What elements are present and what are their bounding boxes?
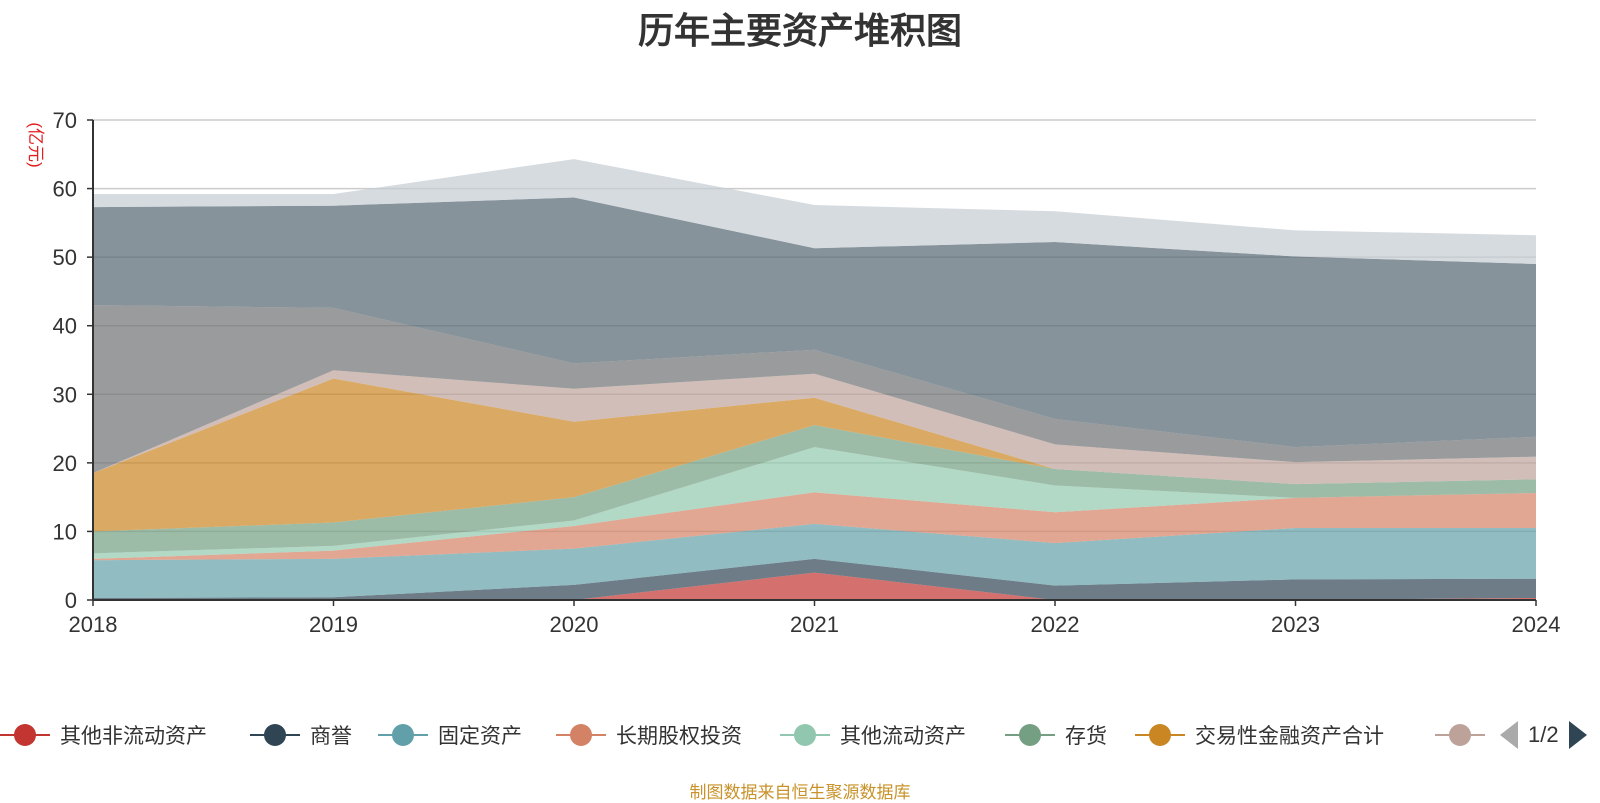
legend-pager: 1/2 — [1500, 715, 1587, 755]
legend-marker-dot — [1149, 724, 1171, 746]
legend-item-6[interactable]: 存货 — [1005, 715, 1107, 755]
stacked-areas — [93, 159, 1536, 600]
legend-page-indicator: 1/2 — [1528, 722, 1559, 747]
y-axis-unit-label: (亿元) — [26, 122, 45, 167]
area-series-8 — [93, 370, 1536, 485]
x-tick-label: 2019 — [309, 612, 358, 637]
area-series-3 — [93, 523, 1536, 598]
x-tick-label: 2024 — [1512, 612, 1561, 637]
legend-item-4[interactable]: 长期股权投资 — [556, 715, 742, 755]
legend-item-2[interactable]: 商誉 — [250, 715, 352, 755]
legend-marker-dot — [1449, 724, 1471, 746]
area-series-7 — [93, 378, 1536, 532]
legend-marker-dot — [794, 724, 816, 746]
legend-marker-icon — [250, 723, 300, 747]
legend-item-3[interactable]: 固定资产 — [378, 715, 522, 755]
area-series-5 — [93, 447, 1536, 559]
y-tick-label: 20 — [53, 451, 77, 476]
area-series-9 — [93, 305, 1536, 474]
legend-marker-dot — [14, 724, 36, 746]
x-tick-label: 2020 — [550, 612, 599, 637]
x-tick-label: 2022 — [1031, 612, 1080, 637]
legend-prev-page-icon[interactable] — [1500, 721, 1518, 749]
legend-marker-icon — [556, 723, 606, 747]
legend-label: 长期股权投资 — [616, 725, 742, 748]
y-tick-label: 0 — [65, 588, 77, 613]
x-tick-label: 2023 — [1271, 612, 1320, 637]
legend-next-page-icon[interactable] — [1568, 721, 1587, 749]
legend-marker-icon — [378, 723, 428, 747]
legend-marker-dot — [1019, 724, 1041, 746]
area-series-1 — [93, 572, 1536, 600]
legend-item-8[interactable] — [1435, 715, 1485, 755]
legend-label: 其他非流动资产 — [60, 725, 207, 748]
y-tick-label: 70 — [53, 108, 77, 133]
legend-label: 交易性金融资产合计 — [1195, 725, 1384, 748]
y-tick-label: 30 — [53, 382, 77, 407]
legend: 其他非流动资产 商誉 固定资产 长期股权投资 其他流动资产 存货 交易性金融资产合计 — [0, 715, 1600, 755]
area-series-11 — [93, 159, 1536, 264]
chart-title: 历年主要资产堆积图 — [637, 10, 962, 51]
area-series-10 — [93, 197, 1536, 448]
area-series-4 — [93, 492, 1536, 561]
axes: 0 10 20 30 40 50 60 70 2018 2019 2020 2021 2022 2023 2… — [53, 108, 1561, 637]
legend-label: 商誉 — [310, 725, 352, 748]
legend-marker-dot — [264, 724, 286, 746]
legend-item-1[interactable]: 其他非流动资产 — [0, 715, 207, 755]
legend-marker-dot — [570, 724, 592, 746]
area-series-6 — [93, 425, 1536, 554]
legend-marker-icon — [1435, 723, 1485, 747]
legend-label: 固定资产 — [438, 725, 522, 748]
area-series-2 — [93, 558, 1536, 600]
y-tick-label: 10 — [53, 519, 77, 544]
y-tick-label: 40 — [53, 314, 77, 339]
legend-marker-icon — [0, 723, 50, 747]
legend-marker-dot — [392, 724, 414, 746]
y-tick-label: 60 — [53, 177, 77, 202]
y-tick-label: 50 — [53, 245, 77, 270]
legend-item-7[interactable]: 交易性金融资产合计 — [1135, 715, 1384, 755]
legend-label: 其他流动资产 — [840, 725, 966, 748]
legend-marker-icon — [1005, 723, 1055, 747]
x-tick-label: 2021 — [790, 612, 839, 637]
x-tick-label: 2018 — [69, 612, 118, 637]
legend-item-5[interactable]: 其他流动资产 — [780, 715, 966, 755]
legend-marker-icon — [1135, 723, 1185, 747]
source-note: 制图数据来自恒生聚源数据库 — [689, 783, 911, 802]
legend-label: 存货 — [1065, 725, 1107, 748]
legend-marker-icon — [780, 723, 830, 747]
